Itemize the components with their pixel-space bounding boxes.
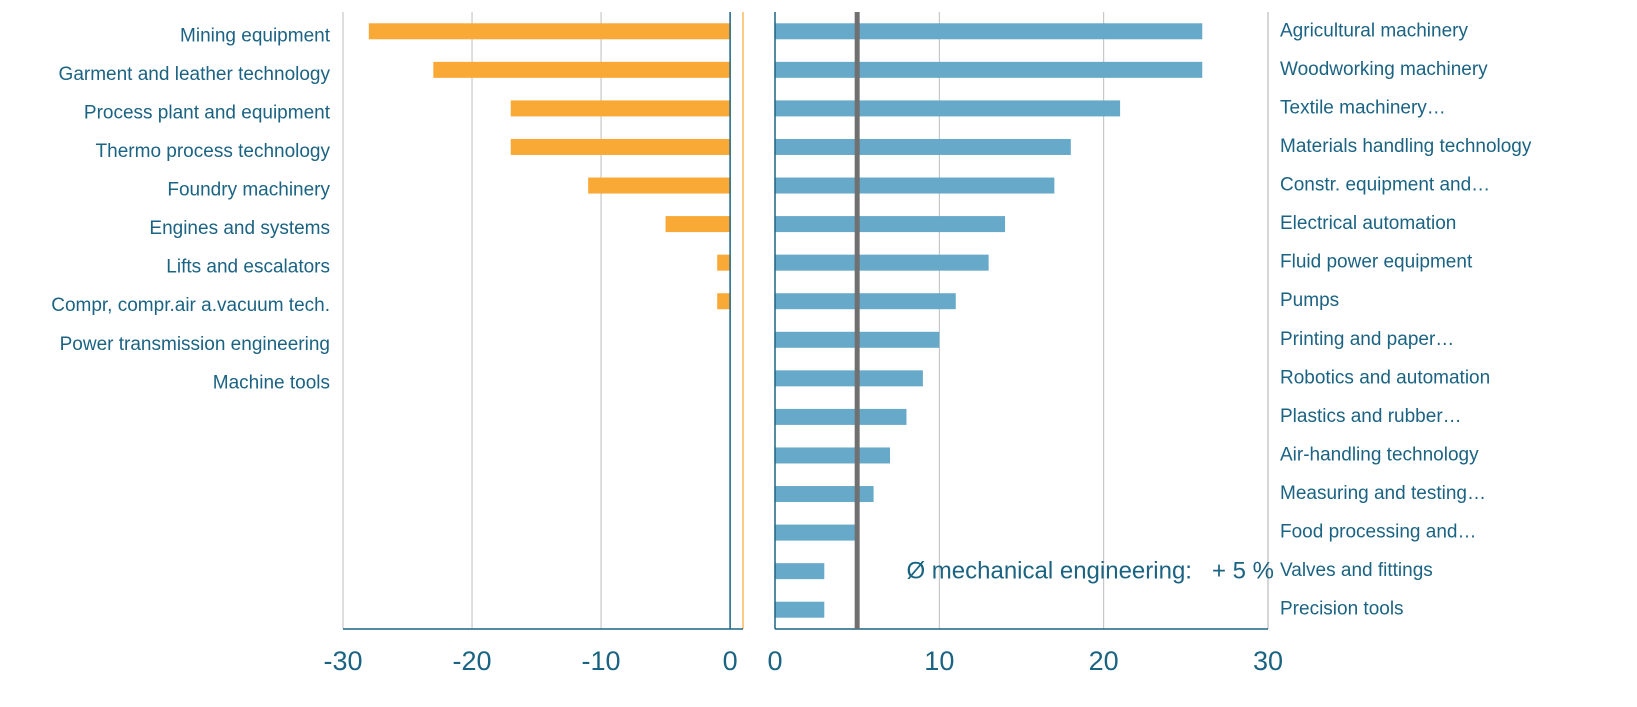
x-tick-label: 10 bbox=[924, 646, 954, 676]
category-label: Thermo process technology bbox=[96, 141, 331, 162]
bar bbox=[510, 138, 731, 155]
category-label: Robotics and automation bbox=[1280, 367, 1490, 388]
bar bbox=[665, 216, 731, 233]
category-label: Measuring and testing… bbox=[1280, 483, 1486, 504]
bar bbox=[775, 254, 989, 271]
category-label: Pumps bbox=[1280, 290, 1339, 311]
category-label: Constr. equipment and… bbox=[1280, 175, 1490, 196]
category-label: Engines and systems bbox=[149, 218, 330, 239]
x-tick-label: 30 bbox=[1253, 646, 1283, 676]
category-label: Foundry machinery bbox=[167, 180, 330, 201]
bar bbox=[588, 177, 731, 194]
x-tick-label: 0 bbox=[767, 646, 782, 676]
category-label: Agricultural machinery bbox=[1280, 20, 1468, 41]
category-label: Plastics and rubber… bbox=[1280, 406, 1462, 427]
bar bbox=[775, 370, 923, 387]
category-label: Food processing and… bbox=[1280, 522, 1476, 543]
category-label: Valves and fittings bbox=[1280, 560, 1433, 581]
bar bbox=[775, 61, 1203, 78]
bar bbox=[775, 216, 1006, 233]
bar bbox=[717, 293, 731, 310]
bar bbox=[433, 61, 731, 78]
bar bbox=[368, 23, 731, 40]
category-label: Mining equipment bbox=[180, 25, 331, 46]
bar bbox=[510, 100, 731, 117]
annotation: Ø mechanical engineering: + 5 % bbox=[906, 557, 1274, 584]
x-tick-label: -20 bbox=[453, 646, 492, 676]
bar bbox=[775, 563, 825, 580]
x-tick-label: 20 bbox=[1089, 646, 1119, 676]
category-label: Power transmission engineering bbox=[60, 334, 330, 355]
bar bbox=[775, 486, 874, 503]
category-label: Air-handling technology bbox=[1280, 444, 1479, 465]
bar bbox=[775, 408, 907, 425]
category-label: Compr, compr.air a.vacuum tech. bbox=[51, 295, 330, 316]
bar bbox=[775, 524, 858, 541]
category-label: Woodworking machinery bbox=[1280, 59, 1488, 80]
category-label: Printing and paper… bbox=[1280, 329, 1454, 350]
category-label: Fluid power equipment bbox=[1280, 252, 1473, 273]
x-tick-label: 0 bbox=[723, 646, 738, 676]
category-label: Textile machinery… bbox=[1280, 97, 1446, 118]
bar bbox=[775, 23, 1203, 40]
x-tick-label: -30 bbox=[323, 646, 362, 676]
bar bbox=[775, 177, 1055, 194]
bar bbox=[775, 447, 891, 464]
bar bbox=[775, 601, 825, 618]
bar bbox=[717, 254, 731, 271]
bar bbox=[775, 138, 1071, 155]
x-tick-label: -10 bbox=[582, 646, 621, 676]
bar bbox=[775, 100, 1121, 117]
category-label: Materials handling technology bbox=[1280, 136, 1532, 157]
category-label: Garment and leather technology bbox=[59, 64, 331, 85]
category-label: Precision tools bbox=[1280, 599, 1404, 620]
category-label: Electrical automation bbox=[1280, 213, 1456, 234]
category-label: Lifts and escalators bbox=[166, 257, 330, 278]
category-label: Machine tools bbox=[213, 372, 330, 393]
category-label: Process plant and equipment bbox=[84, 102, 331, 123]
bar bbox=[775, 293, 956, 310]
